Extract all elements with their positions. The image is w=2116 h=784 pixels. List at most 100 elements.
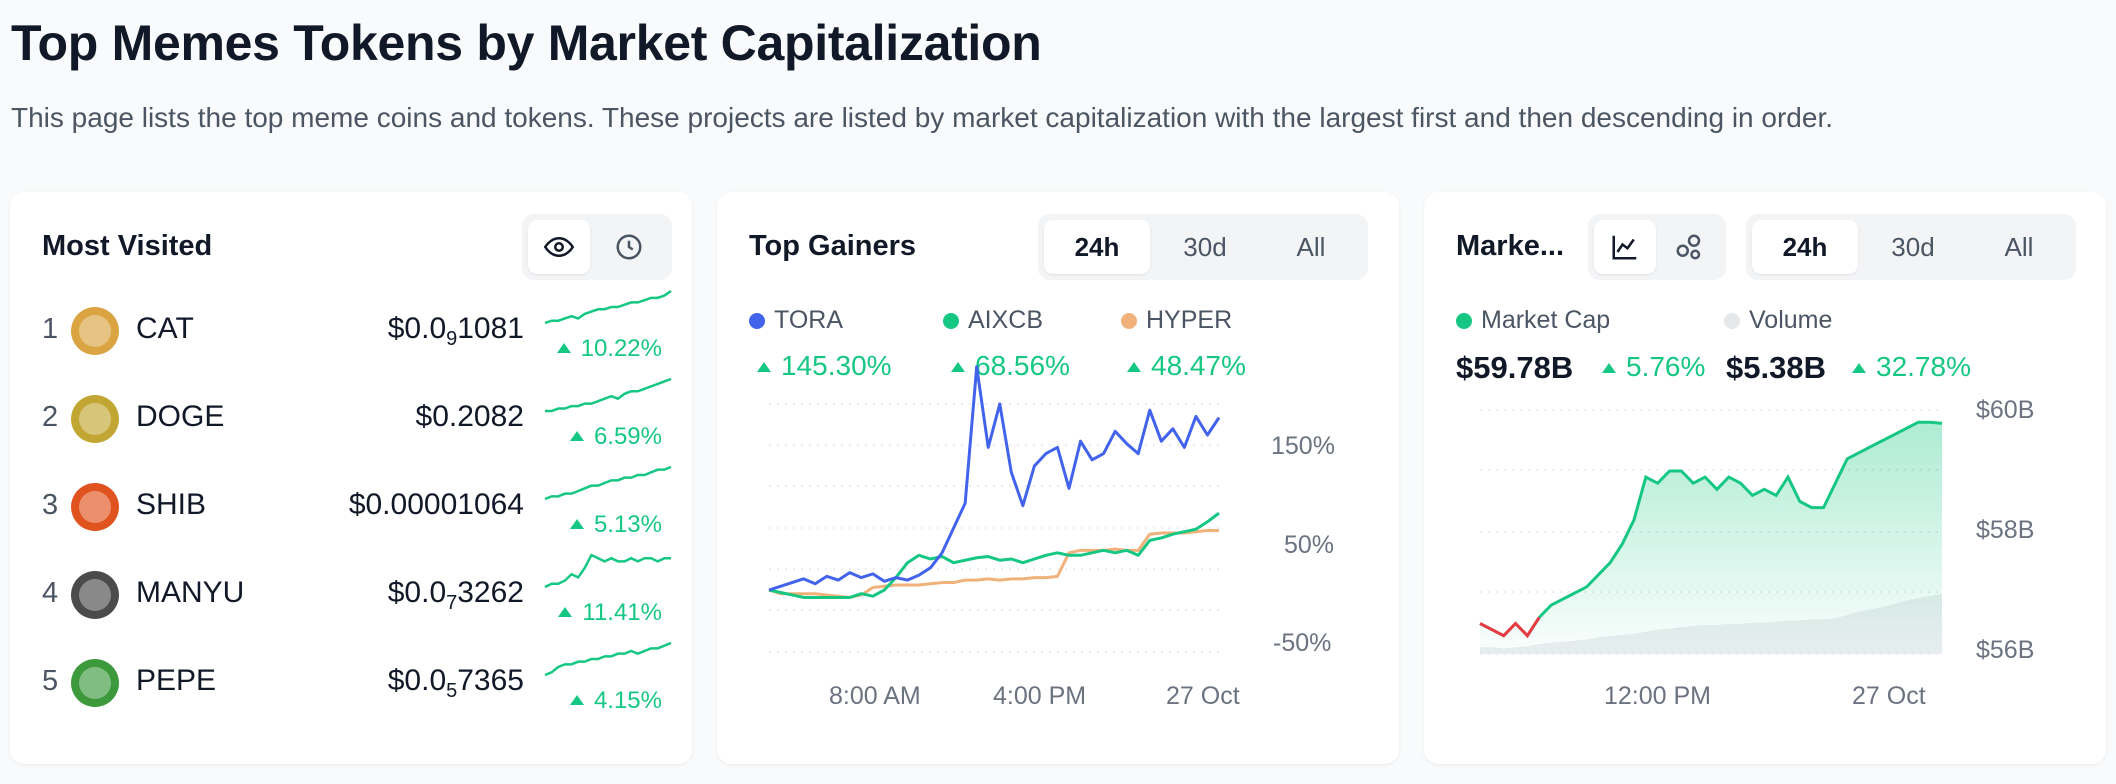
y-tick-58b: $58B — [1976, 516, 2035, 544]
token-symbol[interactable]: PEPE — [136, 664, 217, 697]
top-gainers-tabs: 24h 30d All — [1038, 214, 1368, 280]
rank: 1 — [42, 313, 59, 345]
most-visited-toggle — [522, 214, 672, 280]
list-item[interactable]: 1 CAT $0.091081 10.22% — [10, 289, 692, 377]
bubbles-button[interactable] — [1658, 220, 1720, 274]
y-tick-neg50: -50% — [1273, 629, 1332, 657]
aixcb-dot — [943, 313, 959, 329]
mc-tab-30d[interactable]: 30d — [1891, 231, 1935, 262]
legend-aixcb[interactable]: AIXCB — [943, 306, 1043, 335]
token-price: $0.057365 — [387, 664, 524, 702]
bubbles-icon — [1676, 234, 1701, 260]
market-cap-area — [1480, 422, 1942, 654]
token-symbol[interactable]: SHIB — [136, 488, 207, 521]
change-badge: 4.15% — [569, 687, 662, 715]
sparkline-line — [544, 641, 672, 677]
hyper-change: 48.47% — [1127, 350, 1246, 382]
change-badge: 6.59% — [569, 423, 662, 451]
series-tora — [768, 365, 1221, 592]
list-item[interactable]: 5 PEPE $0.057365 4.15% — [10, 641, 692, 729]
series-market-cap-down-segment — [1479, 616, 1541, 639]
clock-icon — [616, 234, 642, 260]
most-visited-card: Most Visited 1 CAT $0.091081 10.22% 2 DOGE $0.… — [10, 192, 692, 764]
sparkline — [544, 289, 672, 325]
sparkline — [544, 465, 672, 501]
y-tick-50: 50% — [1284, 531, 1335, 559]
sparkline-line — [544, 553, 671, 589]
series-aixcb — [768, 511, 1220, 599]
list-item[interactable]: 3 SHIB $0.00001064 5.13% — [10, 465, 692, 553]
y-tick-150: 150% — [1271, 432, 1335, 460]
rank: 2 — [42, 401, 59, 433]
rank: 4 — [42, 577, 59, 609]
y-tick-60b: $60B — [1976, 396, 2035, 424]
sparkline-line — [544, 465, 672, 501]
market-cap-chart — [1479, 409, 1943, 655]
x-tick-4pm: 4:00 PM — [993, 682, 1087, 710]
legend-market-cap[interactable]: Market Cap — [1456, 306, 1610, 335]
token-symbol[interactable]: DOGE — [136, 400, 225, 433]
top-gainers-title: Top Gainers — [749, 230, 917, 262]
x-tick-8am: 8:00 AM — [829, 682, 921, 710]
market-cap-dot — [1456, 313, 1472, 329]
mc-tab-all[interactable]: All — [2004, 231, 2034, 262]
legend-tora[interactable]: TORA — [749, 306, 843, 335]
volume-dot — [1724, 313, 1740, 329]
x-tick-12pm: 12:00 PM — [1604, 682, 1712, 710]
change-badge: 5.13% — [569, 511, 662, 539]
sparkline-line — [545, 377, 672, 413]
market-cap-title: Marke... — [1456, 230, 1564, 262]
market-cap-value: $59.78B — [1456, 350, 1574, 385]
legend-volume[interactable]: Volume — [1724, 306, 1832, 335]
volume-value: $5.38B — [1726, 350, 1826, 385]
legend-hyper[interactable]: HYPER — [1121, 306, 1232, 335]
pepe-coin-icon — [71, 659, 119, 707]
x-tick-27oct-mc: 27 Oct — [1852, 682, 1926, 710]
token-price: $0.2082 — [415, 400, 524, 433]
y-tick-56b: $56B — [1976, 636, 2035, 664]
mc-tab-24h[interactable]: 24h — [1752, 220, 1858, 274]
x-tick-27oct: 27 Oct — [1166, 682, 1240, 710]
eye-button[interactable] — [528, 220, 590, 274]
tab-30d[interactable]: 30d — [1183, 231, 1227, 262]
manyu-coin-icon — [71, 571, 119, 619]
shib-coin-icon — [71, 483, 119, 531]
tora-change: 145.30% — [757, 350, 892, 382]
line-chart-button[interactable] — [1594, 220, 1656, 274]
list-item[interactable]: 2 DOGE $0.2082 6.59% — [10, 377, 692, 465]
most-visited-title: Most Visited — [42, 230, 213, 262]
hyper-dot — [1121, 313, 1137, 329]
token-price: $0.00001064 — [348, 488, 524, 521]
volume-change: 32.78% — [1852, 351, 1971, 383]
chart-view-toggle — [1588, 214, 1726, 280]
market-cap-change: 5.76% — [1602, 351, 1705, 383]
change-badge: 11.41% — [558, 599, 662, 627]
page-title: Top Memes Tokens by Market Capitalizatio… — [11, 15, 1042, 71]
sparkline — [544, 553, 671, 589]
tab-all[interactable]: All — [1296, 231, 1326, 262]
eye-icon — [544, 236, 574, 258]
rank: 5 — [42, 665, 59, 697]
token-symbol[interactable]: MANYU — [136, 576, 245, 609]
token-price: $0.091081 — [387, 312, 524, 350]
series-market-cap — [1479, 420, 1943, 639]
tab-24h[interactable]: 24h — [1044, 220, 1150, 274]
aixcb-change: 68.56% — [951, 350, 1070, 382]
sparkline-line — [544, 289, 672, 325]
token-price: $0.073262 — [387, 576, 524, 614]
rank: 3 — [42, 489, 59, 521]
clock-button[interactable] — [598, 220, 660, 274]
line-chart-icon — [1612, 235, 1637, 260]
doge-coin-icon — [71, 395, 119, 443]
token-symbol[interactable]: CAT — [136, 312, 194, 345]
top-gainers-chart — [768, 365, 1221, 653]
change-badge: 10.22% — [556, 335, 662, 363]
top-gainers-card: Top Gainers 24h 30d All TORA AIXCB HYPER… — [717, 192, 1399, 764]
tora-dot — [749, 313, 765, 329]
market-cap-tabs: 24h 30d All — [1746, 214, 2076, 280]
cat-coin-icon — [71, 307, 119, 355]
sparkline — [544, 641, 672, 677]
market-cap-card: Marke... 24h 30d All Market Cap Volume $… — [1424, 192, 2106, 764]
list-item[interactable]: 4 MANYU $0.073262 11.41% — [10, 553, 692, 641]
sparkline — [545, 377, 672, 413]
